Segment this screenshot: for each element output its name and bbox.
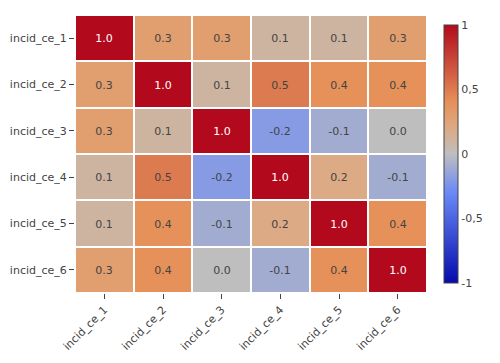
svg-text:0.4: 0.4 <box>389 79 407 92</box>
svg-text:0.4: 0.4 <box>154 264 172 277</box>
svg-text:incid_ce_3: incid_ce_3 <box>178 304 227 353</box>
svg-text:0.0: 0.0 <box>213 264 231 277</box>
svg-text:incid_ce_2: incid_ce_2 <box>120 304 169 353</box>
svg-text:1.0: 1.0 <box>271 171 289 184</box>
svg-text:0.5: 0.5 <box>154 171 172 184</box>
svg-text:0.0: 0.0 <box>389 125 407 138</box>
svg-text:0.5: 0.5 <box>271 79 289 92</box>
svg-text:0.1: 0.1 <box>154 125 172 138</box>
svg-text:0.2: 0.2 <box>271 218 289 231</box>
svg-text:-0.1: -0.1 <box>269 264 290 277</box>
svg-text:1.0: 1.0 <box>330 218 348 231</box>
svg-text:incid_ce_4: incid_ce_4 <box>10 171 67 184</box>
svg-text:-0.2: -0.2 <box>211 171 232 184</box>
svg-text:1.0: 1.0 <box>213 125 231 138</box>
svg-text:0.3: 0.3 <box>95 79 113 92</box>
svg-text:incid_ce_2: incid_ce_2 <box>10 78 67 91</box>
svg-text:0.3: 0.3 <box>213 32 231 45</box>
svg-text:1: 1 <box>461 19 468 32</box>
svg-text:-0.1: -0.1 <box>211 218 232 231</box>
svg-text:-1: -1 <box>461 277 472 290</box>
svg-text:-0.2: -0.2 <box>269 125 290 138</box>
svg-text:0.4: 0.4 <box>330 79 348 92</box>
svg-text:0,5: 0,5 <box>461 83 479 96</box>
svg-text:0.1: 0.1 <box>330 32 348 45</box>
svg-text:1.0: 1.0 <box>95 32 113 45</box>
svg-text:0.1: 0.1 <box>95 171 113 184</box>
svg-text:incid_ce_6: incid_ce_6 <box>354 304 403 353</box>
svg-text:0.1: 0.1 <box>271 32 289 45</box>
svg-text:0.4: 0.4 <box>389 218 407 231</box>
svg-text:0.3: 0.3 <box>389 32 407 45</box>
svg-text:-0,5: -0,5 <box>461 212 482 225</box>
svg-text:0.3: 0.3 <box>154 32 172 45</box>
svg-text:-0.1: -0.1 <box>387 171 408 184</box>
svg-text:0.3: 0.3 <box>95 264 113 277</box>
svg-text:1.0: 1.0 <box>154 79 172 92</box>
svg-text:0.1: 0.1 <box>213 79 231 92</box>
svg-text:incid_ce_4: incid_ce_4 <box>237 304 286 353</box>
svg-text:incid_ce_1: incid_ce_1 <box>61 304 110 353</box>
svg-text:incid_ce_5: incid_ce_5 <box>296 304 345 353</box>
svg-text:1.0: 1.0 <box>389 264 407 277</box>
svg-text:0: 0 <box>461 148 468 161</box>
svg-text:0.3: 0.3 <box>95 125 113 138</box>
svg-text:-0.1: -0.1 <box>328 125 349 138</box>
svg-text:0.4: 0.4 <box>154 218 172 231</box>
svg-text:0.2: 0.2 <box>330 171 348 184</box>
svg-text:0.4: 0.4 <box>330 264 348 277</box>
svg-text:incid_ce_3: incid_ce_3 <box>10 125 67 138</box>
svg-text:incid_ce_5: incid_ce_5 <box>10 217 67 230</box>
svg-text:incid_ce_6: incid_ce_6 <box>10 264 67 277</box>
svg-text:incid_ce_1: incid_ce_1 <box>10 32 67 45</box>
svg-text:0.1: 0.1 <box>95 218 113 231</box>
